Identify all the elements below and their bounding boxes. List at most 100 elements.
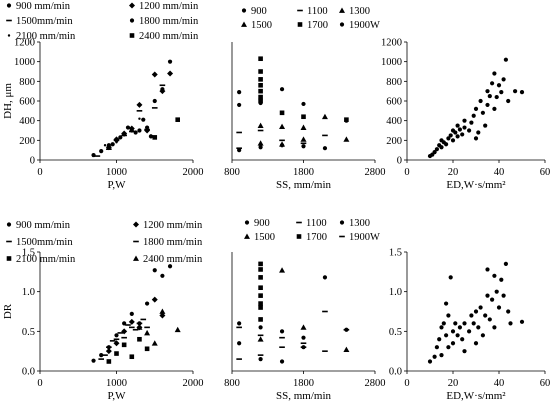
data-point [144,346,150,352]
data-point [300,342,307,345]
legend-label: 1800 mm/min [143,237,203,248]
data-point [343,328,350,331]
data-point [279,139,285,142]
x-tick-label: 800 [224,378,240,389]
y-tick-label: 1.0 [389,287,402,298]
data-point [279,110,285,116]
legend-marker [339,22,345,27]
data-point [490,81,495,86]
data-point [114,333,119,338]
data-point [343,136,350,142]
data-point [432,354,437,359]
y-tick-label: 1.0 [22,287,35,298]
data-point [494,94,499,100]
data-point [152,135,158,140]
data-point [462,321,467,326]
data-point [91,358,96,363]
legend-marker [6,256,12,261]
legend-marker [133,221,139,228]
legend-label: 1700 [306,232,327,243]
data-point [469,313,474,318]
data-point [145,301,150,306]
data-point [257,122,264,128]
data-point [113,139,120,142]
legend-label: 1900W [349,20,380,31]
x-tick-label: 40 [494,378,505,389]
data-point [444,142,449,147]
data-point [130,129,133,132]
x-axis-label: P,W [107,390,126,402]
data-point [322,310,328,313]
data-point [487,317,492,322]
y-tick-label: 1.5 [389,248,402,259]
legend-label: 1100 [307,6,328,17]
legend-marker [129,33,135,38]
legend-label: 1500mm/min [16,237,73,248]
data-point [300,324,307,330]
data-point [129,354,135,360]
data-point [279,143,285,148]
data-point [129,311,134,316]
data-point [258,82,263,88]
data-point [103,144,107,147]
data-point [237,90,242,95]
data-point [159,312,166,319]
legend-label: 1200 mm/min [143,220,203,231]
data-point [237,341,242,346]
data-point [301,144,306,149]
x-tick-label: 0 [404,378,409,389]
data-point [519,319,525,324]
data-point [448,133,453,138]
data-point [151,340,158,346]
data-point [144,329,151,336]
data-point [439,353,444,358]
legend-label: 1500 [254,232,275,243]
data-point [453,321,458,326]
data-point [128,318,135,325]
legend-marker [133,240,139,243]
data-point [462,118,467,123]
data-point [473,341,479,346]
data-point [480,110,485,115]
data-point [159,88,166,95]
y-tick-label: 800 [19,77,35,88]
data-point [132,328,139,331]
y-tick-label: 1200 [381,38,402,49]
data-point [279,329,285,334]
legend-label: 2400 mm/min [143,254,203,265]
y-tick-label: 0.5 [389,327,402,338]
data-point [322,350,328,352]
data-point [462,349,467,354]
x-tick-label: 1000 [106,378,127,389]
data-point [478,98,483,104]
data-point [113,340,120,347]
data-point [144,127,151,134]
data-point [258,69,263,74]
data-point [321,113,328,120]
data-point [476,325,481,330]
x-tick-label: 2800 [365,167,386,178]
data-point [237,148,242,153]
data-point [427,359,433,364]
legend-label: 1300 [349,218,370,229]
data-point [258,293,263,298]
x-tick-label: 40 [494,167,505,178]
data-point [137,336,142,342]
data-point [519,90,525,95]
data-point [136,110,143,112]
legend-marker [244,233,250,239]
data-point [322,134,328,137]
legend-label: 1100 [306,218,327,229]
data-point [455,134,460,139]
data-point [136,324,143,330]
data-point [106,148,112,150]
legend-marker [296,234,302,239]
data-point [258,325,263,330]
data-point [279,267,286,273]
data-point [344,117,349,122]
data-point [506,309,511,314]
data-point [237,102,242,108]
data-point [467,128,472,133]
legend-marker [6,3,12,8]
